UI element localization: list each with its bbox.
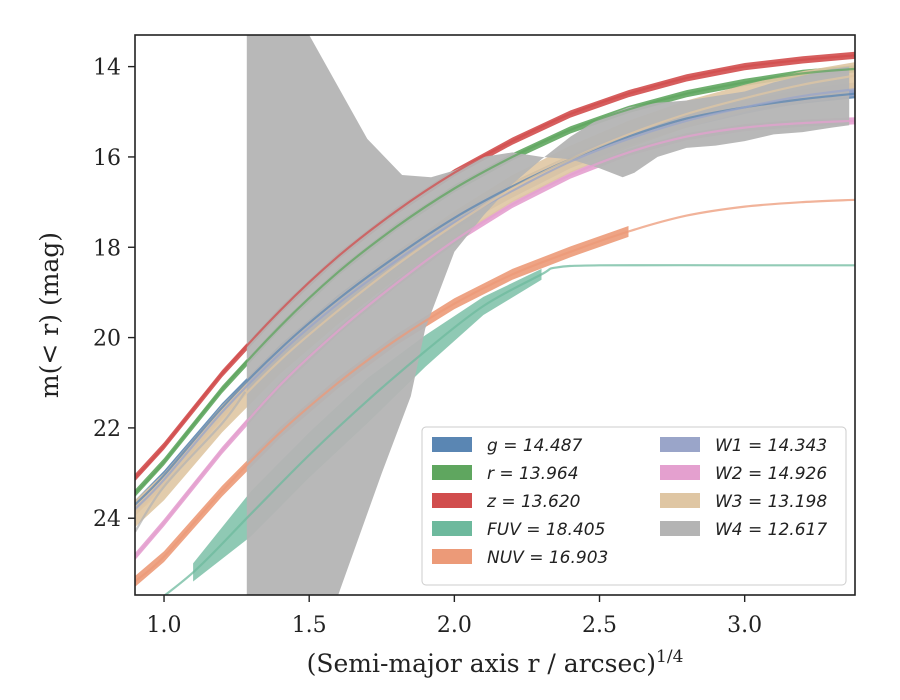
line-r (135, 67, 855, 495)
legend-label: g = 14.487 (487, 436, 583, 456)
legend-swatch (432, 493, 472, 508)
uncertainty-bands (135, 35, 855, 595)
x-tick-label: 1.0 (147, 613, 182, 638)
x-tick-label: 3.0 (727, 613, 762, 638)
y-tick-label: 14 (93, 56, 121, 81)
y-tick-label: 16 (93, 146, 121, 171)
x-axis-ticks: 1.0 1.5 2.0 2.5 3.0 (147, 595, 762, 638)
y-tick-label: 24 (93, 507, 121, 532)
x-axis-label: (Semi-major axis r / arcsec)1/4 (307, 647, 684, 678)
x-axis-label-text: (Semi-major axis r / arcsec) (307, 649, 656, 678)
y-tick-label: 18 (93, 236, 121, 261)
line-fuv (163, 264, 855, 595)
y-tick-label: 22 (93, 417, 121, 442)
legend-box (421, 426, 847, 586)
y-axis-ticks: 14 16 18 20 22 24 (93, 56, 135, 532)
x-tick-label: 2.5 (582, 613, 617, 638)
x-axis-label-exponent: 1/4 (656, 647, 683, 667)
legend-swatch (660, 437, 700, 452)
legend-swatch (432, 437, 472, 452)
plot-frame (134, 34, 856, 596)
series-lines (135, 54, 855, 595)
legend: g = 14.487 r = 13.964 z = 13.620 FUV = 18.4… (421, 426, 847, 586)
legend-swatch (432, 465, 472, 480)
x-tick-label: 2.0 (437, 613, 472, 638)
line-w2 (135, 119, 855, 558)
line-w1 (135, 88, 855, 510)
x-tick-label: 1.5 (292, 613, 327, 638)
legend-swatch (660, 521, 700, 536)
legend-label: W1 = 14.343 (715, 436, 827, 456)
legend-label: FUV = 18.405 (487, 520, 605, 540)
legend-swatch (432, 549, 472, 564)
legend-swatch (432, 521, 472, 536)
legend-label: r = 13.964 (487, 464, 579, 484)
legend-swatch (660, 493, 700, 508)
y-tick-label: 20 (93, 327, 121, 352)
line-w4 (135, 391, 247, 533)
line-w3 (135, 74, 855, 515)
legend-label: z = 13.620 (486, 492, 580, 512)
legend-label: W2 = 14.926 (715, 464, 827, 484)
legend-label: NUV = 16.903 (487, 548, 608, 568)
y-axis-label: m(< r) (mag) (35, 232, 64, 398)
legend-label: W3 = 13.198 (715, 492, 827, 512)
legend-swatch (660, 465, 700, 480)
legend-label: W4 = 12.617 (715, 520, 827, 540)
line-nuv (135, 198, 855, 583)
line-z (135, 54, 855, 479)
band-w4 (246, 35, 850, 595)
